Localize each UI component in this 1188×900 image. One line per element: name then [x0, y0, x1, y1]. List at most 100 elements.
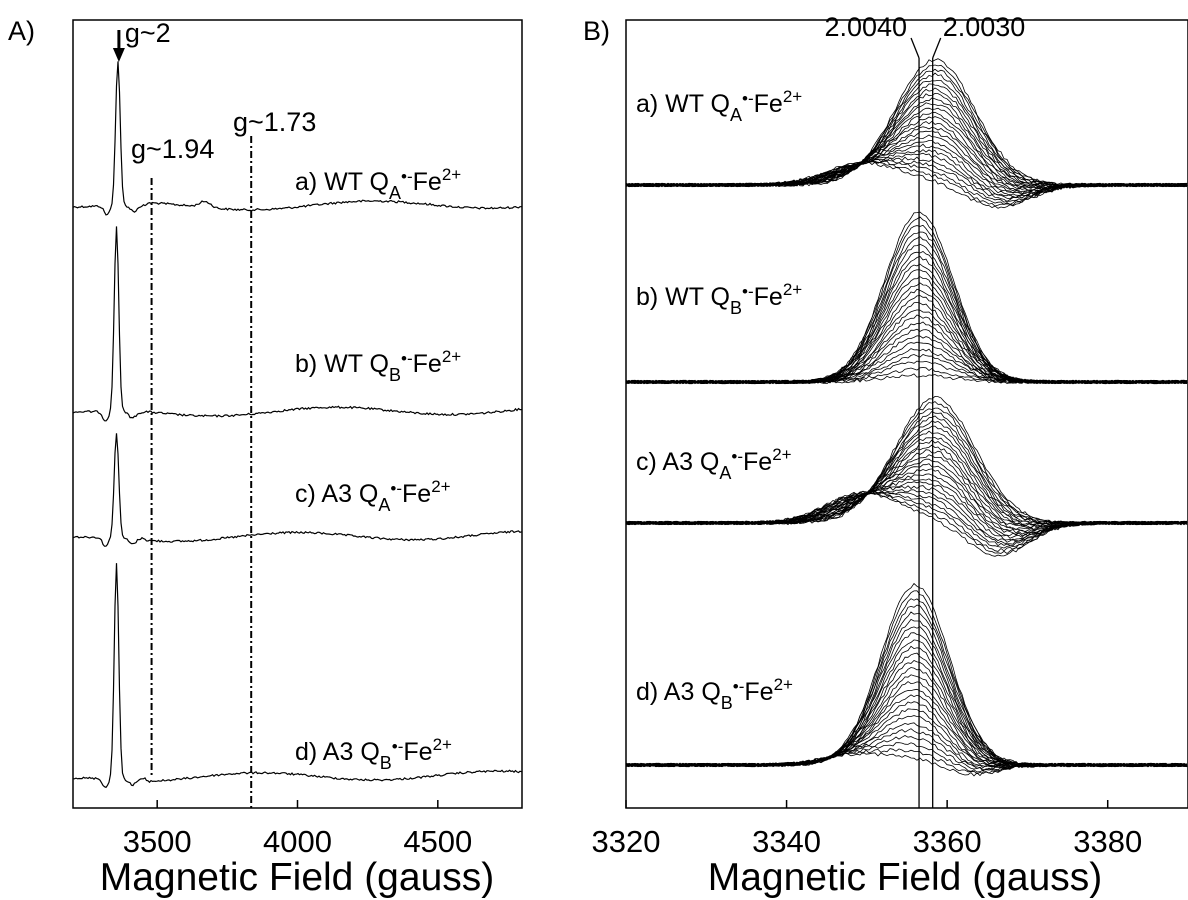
series-b-line [626, 349, 1187, 384]
x-tick-label: 3360 [913, 824, 982, 859]
trace-label-part: •- [401, 349, 413, 368]
panel-a: A) 3500 4000 4500 a) WT QA•-Fe2+b) WT QB•-… [8, 16, 522, 899]
series-b-line [626, 150, 1187, 198]
trace-label-part: A [730, 105, 742, 125]
series-b-label: c) A3 QA•-Fe2+ [636, 445, 792, 483]
g2-arrow-head [113, 48, 125, 62]
ref-leader-20040 [911, 38, 919, 58]
series-b-label: d) A3 QB•-Fe2+ [636, 675, 793, 713]
trace-label-part: •- [742, 89, 754, 108]
trace-label-part: Fe [754, 90, 783, 118]
trace-label-part: B [730, 298, 742, 318]
panel-b: B) a) WT QA•-Fe2+b) WT QB•-Fe2+c) A3 QA•… [583, 12, 1188, 899]
series-b-line [626, 108, 1187, 188]
series-b-line [626, 482, 1187, 540]
trace-label-part: •- [731, 447, 743, 466]
trace-label-part: •- [392, 737, 404, 756]
x-tick-label: 4000 [263, 824, 332, 859]
series-b-line [626, 322, 1187, 384]
x-tick-label: 4500 [403, 824, 472, 859]
trace-label-part: B [380, 753, 392, 773]
series-b-line [626, 702, 1187, 767]
trace-label-part: c) A3 Q [636, 448, 719, 476]
trace-label-part: 2+ [431, 477, 450, 496]
trace-label-part: a) WT Q [295, 168, 389, 196]
trace-label-part: Fe [403, 738, 432, 766]
series-a-label: b) WT QB•-Fe2+ [295, 347, 461, 385]
series-b-line [626, 121, 1187, 190]
trace-label-part: Fe [402, 480, 431, 508]
trace-label-part: B [721, 693, 733, 713]
series-b-line [626, 329, 1187, 384]
trace-label-part: 2+ [442, 347, 461, 366]
panel-b-traces: a) WT QA•-Fe2+b) WT QB•-Fe2+c) A3 QA•-Fe… [626, 59, 1187, 776]
series-a-label: d) A3 QB•-Fe2+ [295, 735, 452, 773]
series-b-line [626, 723, 1187, 768]
series-a-line [73, 226, 522, 421]
series-b-line [626, 160, 1187, 202]
trace-label-part: •- [401, 167, 413, 186]
series-b-line [626, 153, 1187, 199]
series-b-line [626, 661, 1187, 767]
trace-label-part: Fe [743, 448, 772, 476]
series-b-family [626, 396, 1187, 556]
annotation-g173: g~1.73 [233, 107, 316, 137]
trace-label-part: •- [390, 479, 402, 498]
panel-b-xlabel: Magnetic Field (gauss) [708, 856, 1103, 899]
series-b-line [626, 144, 1187, 195]
trace-label-part: d) A3 Q [636, 678, 721, 706]
series-b-line [626, 302, 1187, 383]
trace-label-part: A [719, 463, 731, 483]
series-b-line [626, 490, 1187, 545]
trace-label-part: A [378, 495, 390, 515]
trace-label-part: 2+ [442, 165, 461, 184]
series-b-line [626, 336, 1187, 384]
trace-label-part: b) WT Q [295, 350, 389, 378]
annotation-20040: 2.0040 [824, 12, 907, 42]
trace-label-part: 2+ [783, 280, 802, 299]
trace-label-part: 2+ [783, 87, 802, 106]
trace-label-part: c) A3 Q [295, 480, 378, 508]
x-tick-label: 3340 [752, 824, 821, 859]
series-b-label: a) WT QA•-Fe2+ [636, 87, 802, 125]
series-b-line [626, 709, 1187, 768]
trace-label-part: Fe [744, 678, 773, 706]
annotation-g194: g~1.94 [131, 134, 214, 164]
series-b-line [626, 646, 1187, 766]
trace-label-part: 2+ [772, 445, 791, 464]
annotation-g2: g~2 [125, 18, 171, 48]
panel-a-traces: a) WT QA•-Fe2+b) WT QB•-Fe2+c) A3 QA•-Fe… [73, 61, 522, 787]
trace-label-part: a) WT Q [636, 90, 730, 118]
series-b-line [626, 59, 1187, 187]
series-b-line [626, 492, 1187, 546]
trace-label-part: Fe [754, 283, 783, 311]
panel-a-label: A) [8, 16, 35, 46]
annotation-20030: 2.0030 [943, 12, 1026, 42]
panel-b-ticks: 3320 3340 3360 3380 [592, 800, 1143, 859]
trace-label-part: •- [742, 282, 754, 301]
series-b-label: b) WT QB•-Fe2+ [636, 280, 802, 318]
trace-label-part: 2+ [433, 735, 452, 754]
panel-a-ticks: 3500 4000 4500 [123, 800, 473, 859]
series-b-line [626, 749, 1187, 774]
trace-label-part: A [389, 183, 401, 203]
trace-label-part: Fe [413, 168, 442, 196]
trace-label-part: B [389, 365, 401, 385]
ref-leader-20030 [933, 38, 941, 58]
series-b-line [626, 315, 1187, 384]
x-tick-label: 3500 [123, 824, 192, 859]
series-b-line [626, 743, 1187, 772]
x-tick-label: 3380 [1073, 824, 1142, 859]
panel-a-xlabel: Magnetic Field (gauss) [100, 856, 495, 899]
series-a-label: a) WT QA•-Fe2+ [295, 165, 461, 203]
series-b-line [626, 310, 1187, 384]
series-b-line [626, 161, 1187, 205]
panel-b-label: B) [583, 16, 610, 46]
trace-label-part: Fe [413, 350, 442, 378]
trace-label-part: •- [733, 677, 745, 696]
series-b-family [626, 59, 1187, 209]
series-b-line [626, 479, 1187, 539]
series-b-line [626, 486, 1187, 543]
trace-label-part: d) A3 Q [295, 738, 380, 766]
x-tick-label: 3320 [592, 824, 661, 859]
